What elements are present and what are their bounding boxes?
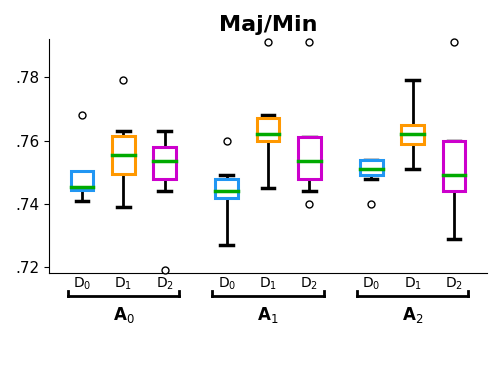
Bar bbox=[442, 141, 464, 191]
Bar bbox=[400, 125, 423, 144]
Text: D$_2$: D$_2$ bbox=[444, 276, 462, 292]
Bar bbox=[71, 170, 93, 190]
Text: D$_0$: D$_0$ bbox=[361, 276, 380, 292]
Text: D$_2$: D$_2$ bbox=[300, 276, 318, 292]
Text: D$_1$: D$_1$ bbox=[403, 276, 421, 292]
Bar bbox=[215, 178, 237, 198]
Bar bbox=[359, 160, 382, 175]
Bar bbox=[112, 136, 134, 174]
Text: D$_1$: D$_1$ bbox=[114, 276, 132, 292]
Title: Maj/Min: Maj/Min bbox=[218, 15, 317, 35]
Text: D$_0$: D$_0$ bbox=[73, 276, 91, 292]
Text: D$_0$: D$_0$ bbox=[217, 276, 235, 292]
Bar bbox=[298, 137, 320, 178]
Text: A$_2$: A$_2$ bbox=[401, 305, 422, 325]
Text: D$_1$: D$_1$ bbox=[259, 276, 277, 292]
Bar bbox=[256, 118, 279, 141]
Bar bbox=[153, 147, 176, 178]
Text: A$_0$: A$_0$ bbox=[112, 305, 134, 325]
Text: A$_1$: A$_1$ bbox=[257, 305, 278, 325]
Text: D$_2$: D$_2$ bbox=[155, 276, 173, 292]
